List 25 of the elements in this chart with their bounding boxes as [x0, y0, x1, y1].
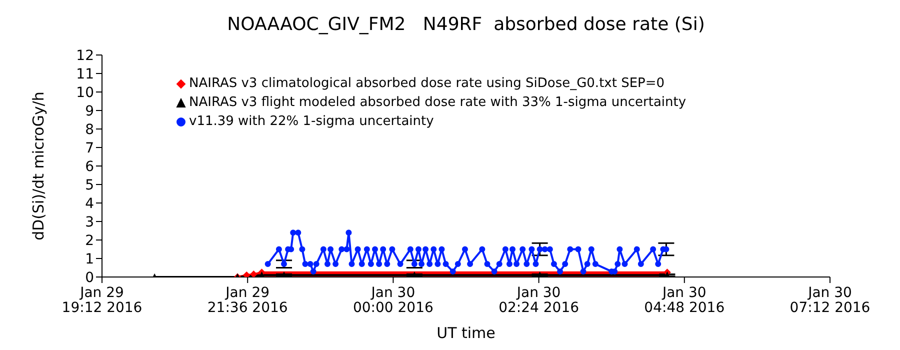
y-tick-label: 0: [85, 270, 94, 286]
chart-title: NOAAAOC_GIV_FM2 N49RF absorbed dose rate (Si): [226, 14, 706, 35]
x-tick-label: Jan 29 19:12 2016: [62, 285, 142, 316]
y-tick-label: 8: [85, 122, 94, 138]
y-tick-label: 3: [85, 214, 94, 230]
x-tick-label: Jan 30 07:12 2016: [790, 285, 870, 316]
y-tick-label: 5: [85, 177, 94, 194]
y-tick-label: 10: [76, 84, 94, 101]
legend-label: NAIRAS v3 flight modeled absorbed dose rate with 33% 1-sigma uncertainty: [189, 94, 686, 112]
legend-label: NAIRAS v3 climatological absorbed dose rate using SiDose_G0.txt SEP=0: [189, 75, 665, 93]
legend-label: v11.39 with 22% 1-sigma uncertainty: [189, 113, 434, 131]
x-tick-label: Jan 29 21:36 2016: [207, 285, 288, 316]
y-tick-label: 6: [85, 158, 94, 175]
x-axis-title: UT time: [436, 324, 496, 342]
y-tick-label: 1: [85, 251, 94, 268]
y-tick-label: 12: [76, 48, 94, 64]
y-tick-label: 11: [76, 66, 94, 82]
y-tick-label: 7: [85, 140, 94, 156]
y-tick-label: 4: [85, 196, 94, 212]
y-axis-title: dD(Si)/dt microGy/h: [29, 92, 48, 240]
y-tick-label: 2: [85, 232, 94, 249]
x-tick-label: Jan 30 04:48 2016: [644, 285, 725, 316]
y-tick-label: 9: [85, 103, 94, 120]
x-tick-label: Jan 30 02:24 2016: [498, 285, 580, 316]
x-tick-label: Jan 30 00:00 2016: [352, 285, 434, 316]
